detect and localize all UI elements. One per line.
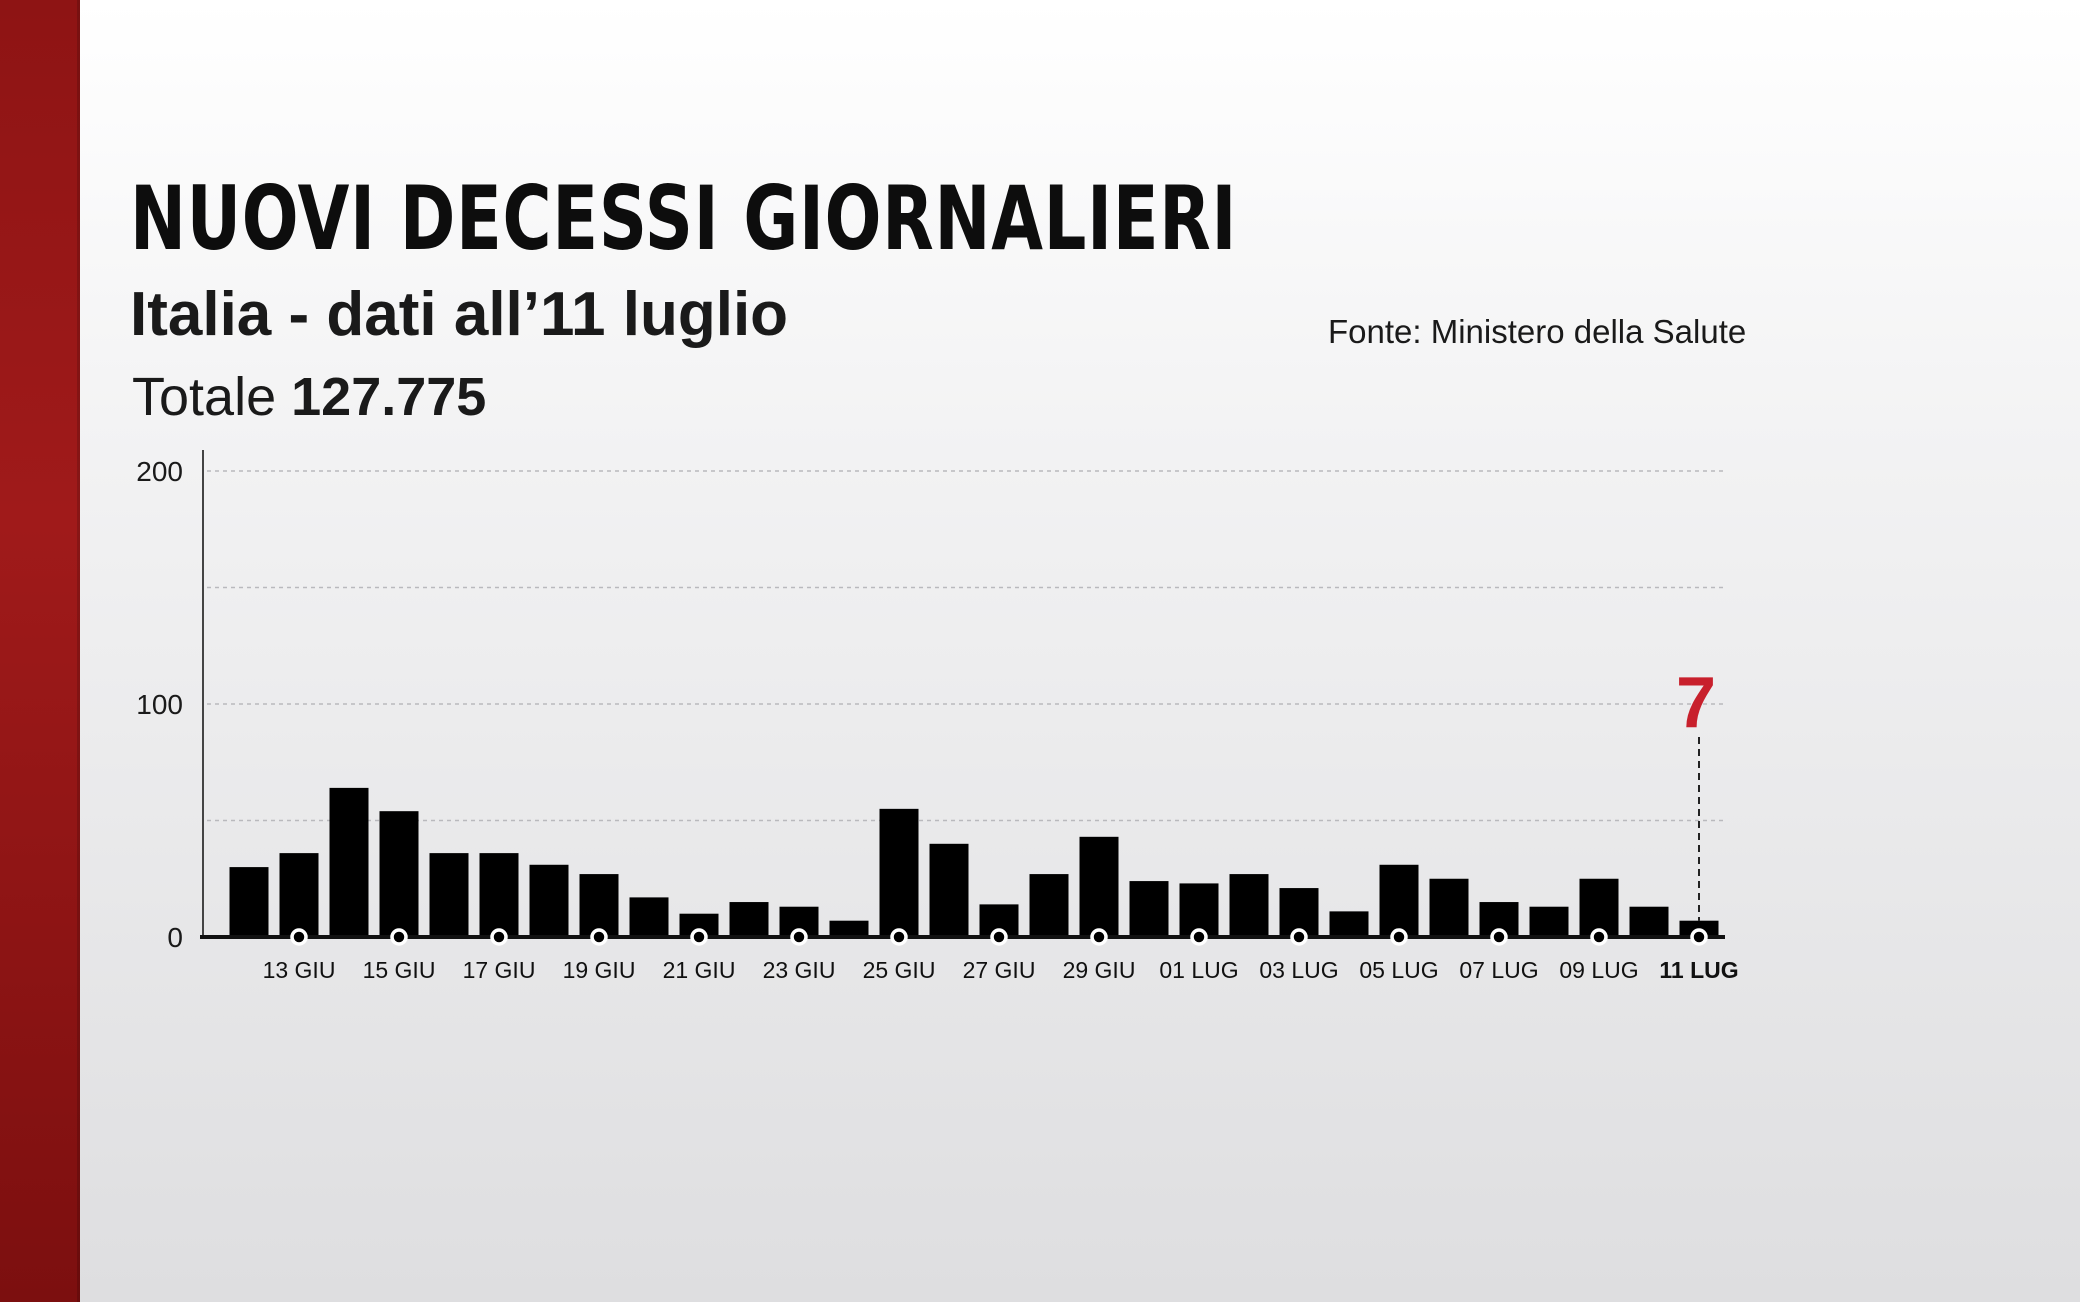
x-tick-label: 07 LUG [1459, 957, 1538, 983]
x-tick-label: 21 GIU [663, 957, 736, 983]
bar [879, 808, 919, 937]
x-tick-label: 03 LUG [1259, 957, 1338, 983]
side-accent-bar [0, 0, 80, 1302]
bar [329, 787, 369, 937]
bar [1029, 874, 1069, 937]
x-tick-marker [1690, 928, 1708, 946]
x-tick-label: 15 GIU [363, 957, 436, 983]
x-tick-label: 29 GIU [1063, 957, 1136, 983]
total-line: Totale 127.775 [132, 370, 486, 424]
x-tick-marker [690, 928, 708, 946]
x-tick-marker [790, 928, 808, 946]
x-tick-marker [1390, 928, 1408, 946]
bar [529, 864, 569, 937]
bar [1529, 906, 1569, 937]
x-tick-marker [1590, 928, 1608, 946]
x-tick-marker [1090, 928, 1108, 946]
chart-title: NUOVI DECESSI GIORNALIERI [130, 167, 1238, 270]
x-tick-marker [1190, 928, 1208, 946]
x-tick-label: 25 GIU [863, 957, 936, 983]
y-tick-label: 100 [136, 689, 183, 720]
x-tick-marker [290, 928, 308, 946]
y-tick-label: 0 [167, 922, 183, 953]
x-tick-label: 19 GIU [563, 957, 636, 983]
bar [629, 897, 669, 937]
x-tick-label: 11 LUG [1659, 957, 1738, 983]
chart-subtitle: Italia - dati all’11 luglio [130, 280, 789, 349]
bar [379, 811, 419, 937]
x-tick-marker [390, 928, 408, 946]
bar [429, 853, 469, 937]
bar [1429, 878, 1469, 937]
bar [229, 867, 269, 937]
total-label: Totale [132, 367, 277, 427]
x-tick-label: 23 GIU [763, 957, 836, 983]
x-tick-marker [990, 928, 1008, 946]
bar [1329, 911, 1369, 937]
x-tick-label: 09 LUG [1559, 957, 1638, 983]
bar [279, 853, 319, 937]
x-tick-label: 01 LUG [1159, 957, 1238, 983]
y-tick-label: 200 [136, 456, 183, 487]
bar [579, 874, 619, 937]
x-tick-marker [890, 928, 908, 946]
bar [479, 853, 519, 937]
bar [679, 913, 719, 937]
x-tick-marker [1490, 928, 1508, 946]
source-credit: Fonte: Ministero della Salute [1328, 313, 1747, 350]
x-tick-label: 05 LUG [1359, 957, 1438, 983]
x-tick-label: 27 GIU [963, 957, 1036, 983]
total-value: 127.775 [291, 367, 487, 427]
bar [1129, 881, 1169, 937]
x-tick-marker [590, 928, 608, 946]
x-tick-marker [490, 928, 508, 946]
x-tick-label: 13 GIU [263, 957, 336, 983]
x-tick-label: 17 GIU [463, 957, 536, 983]
x-tick-marker [1290, 928, 1308, 946]
bar [1629, 906, 1669, 937]
bar [1079, 836, 1119, 937]
bar [1229, 874, 1269, 937]
bar [729, 902, 769, 937]
bar [1579, 878, 1619, 937]
bar [1379, 864, 1419, 937]
highlight-value-label: 7 [1676, 663, 1716, 743]
bar [829, 920, 869, 937]
bar [929, 843, 969, 937]
bar [1179, 883, 1219, 937]
